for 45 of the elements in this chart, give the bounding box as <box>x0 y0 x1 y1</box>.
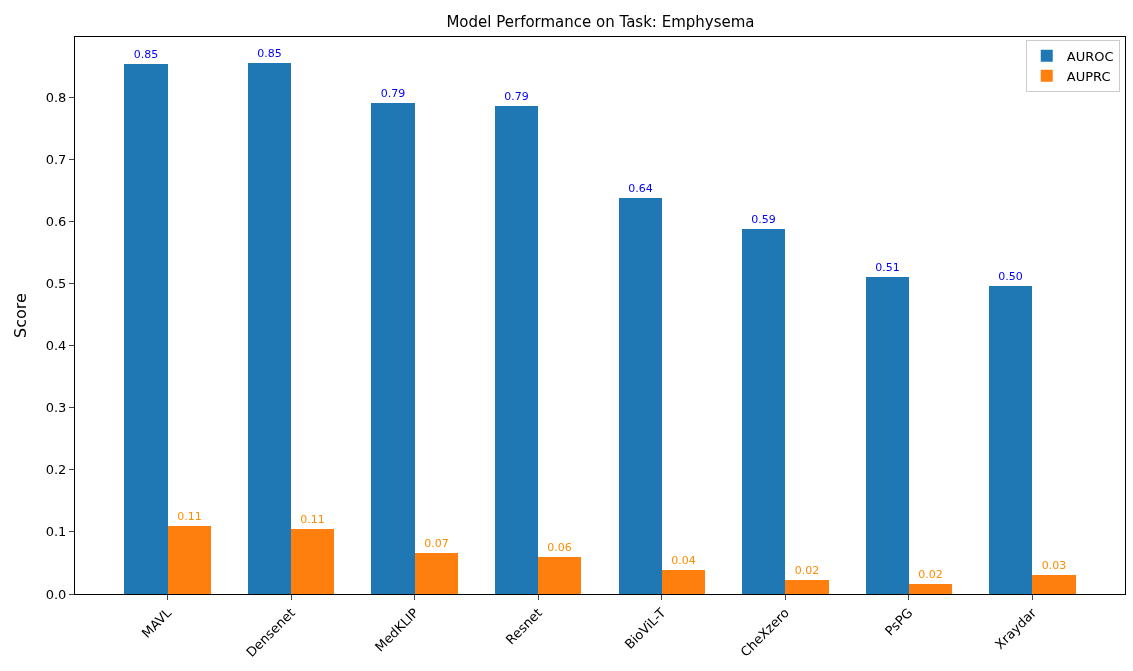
bar <box>371 103 415 594</box>
bar <box>495 106 538 594</box>
y-axis-title: Score <box>10 293 30 338</box>
y-tick-label: 0.5 <box>45 276 67 292</box>
data-label: 0.59 <box>751 213 776 226</box>
chart-title: Model Performance on Task: Emphysema <box>446 13 755 32</box>
y-tick-label: 0.4 <box>45 338 67 354</box>
bar <box>124 64 168 594</box>
y-tick-label: 0.6 <box>45 213 67 229</box>
bar <box>415 553 458 594</box>
data-label: 0.04 <box>671 554 696 567</box>
bar <box>1032 575 1076 594</box>
data-label: 0.79 <box>380 87 406 100</box>
data-label: 0.02 <box>794 564 820 577</box>
bar <box>291 529 334 594</box>
y-tick-label: 0.2 <box>45 462 67 478</box>
data-label: 0.79 <box>504 90 529 103</box>
legend-label: AUROC <box>1066 48 1114 64</box>
bar <box>248 63 291 594</box>
y-tick-label: 0.0 <box>45 586 67 602</box>
data-label: 0.85 <box>257 47 282 60</box>
bar <box>168 526 211 594</box>
bar <box>662 570 705 594</box>
bar <box>785 580 829 594</box>
bar <box>866 277 909 594</box>
data-label: 0.11 <box>177 510 202 523</box>
data-label: 0.06 <box>547 541 572 554</box>
data-label: 0.85 <box>133 48 159 61</box>
bar <box>619 198 662 594</box>
data-label: 0.07 <box>424 537 449 550</box>
y-tick-label: 0.1 <box>45 524 67 540</box>
legend-label: AUPRC <box>1066 68 1111 84</box>
data-label: 0.03 <box>1041 559 1067 572</box>
data-label: 0.02 <box>918 568 943 581</box>
y-tick-label: 0.8 <box>45 89 67 105</box>
data-label: 0.50 <box>998 270 1023 283</box>
y-tick-label: 0.3 <box>45 400 67 416</box>
bar <box>989 286 1032 594</box>
bar <box>909 584 952 594</box>
data-label: 0.11 <box>300 513 325 526</box>
bar <box>538 557 581 594</box>
y-tick-label: 0.7 <box>45 151 67 167</box>
bar <box>742 229 785 594</box>
data-label: 0.51 <box>875 261 900 274</box>
data-label: 0.64 <box>628 182 653 195</box>
